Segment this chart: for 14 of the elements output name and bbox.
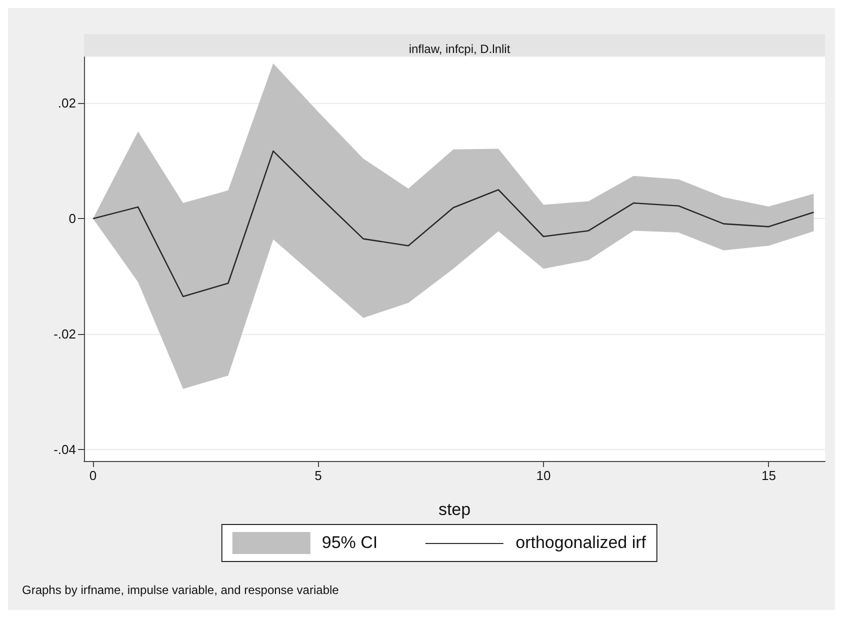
y-tick-label: .02 xyxy=(58,96,76,111)
y-tick-label: 0 xyxy=(68,211,76,226)
text: Graphs by irfname, impulse variable, and response variable xyxy=(22,583,340,597)
x-tick-label: 5 xyxy=(314,468,322,483)
x-tick-label: 10 xyxy=(536,468,551,483)
x-tick-label: 15 xyxy=(761,468,776,483)
x-tick-label: 0 xyxy=(89,468,97,483)
text: 95% CI xyxy=(322,533,378,553)
line-series xyxy=(92,150,814,298)
legend-label: orthogonalized irf xyxy=(516,533,646,553)
x-axis-title: step xyxy=(438,500,471,519)
y-tick-label: -.04 xyxy=(54,442,76,457)
y-tick-label: -.02 xyxy=(54,326,76,342)
chart-title: inflaw, infcpi, D.lnlit xyxy=(408,42,511,56)
